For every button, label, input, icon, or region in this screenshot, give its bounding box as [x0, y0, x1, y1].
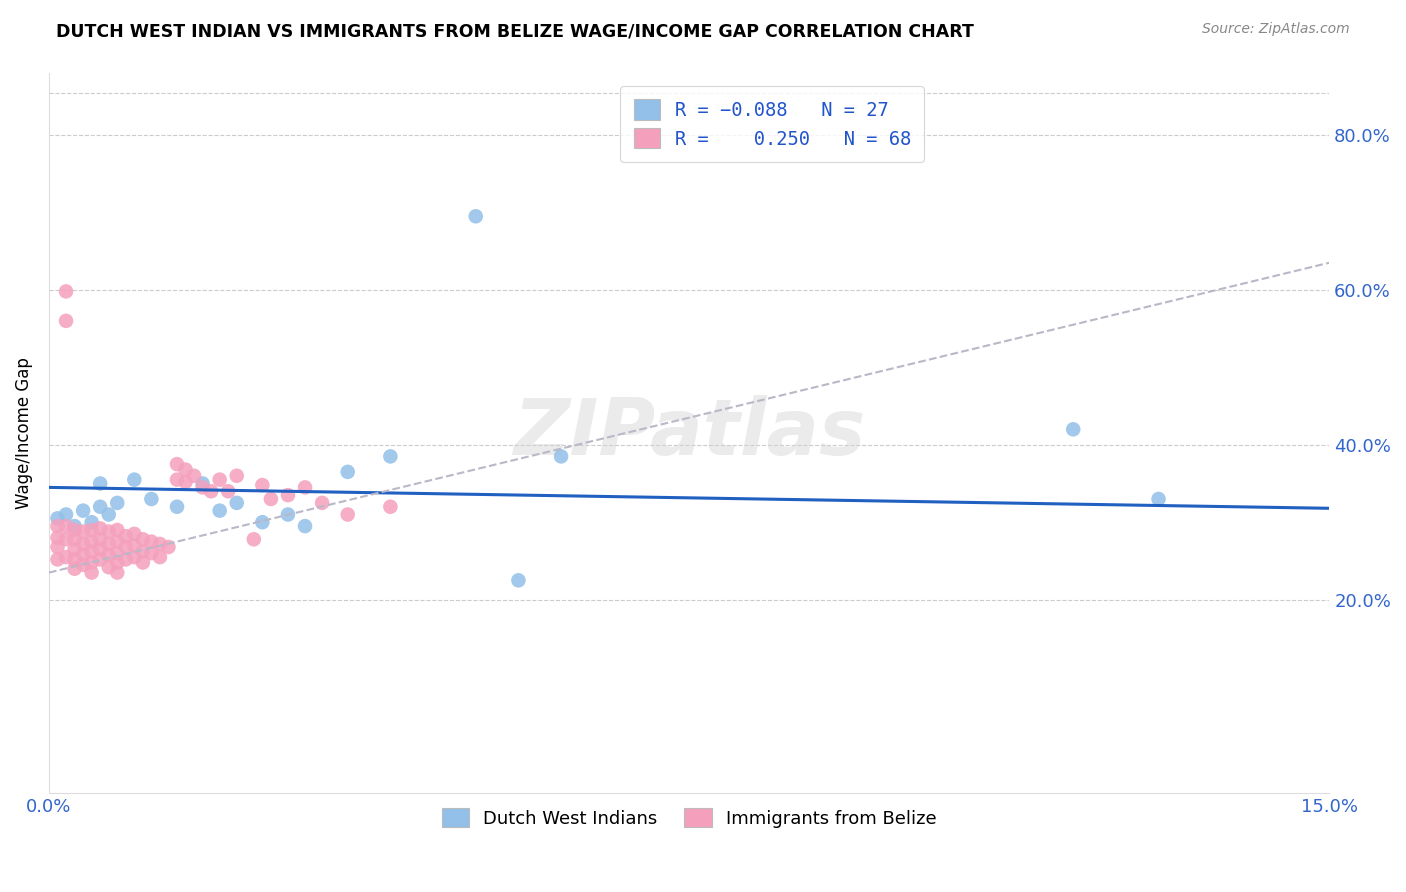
Text: DUTCH WEST INDIAN VS IMMIGRANTS FROM BELIZE WAGE/INCOME GAP CORRELATION CHART: DUTCH WEST INDIAN VS IMMIGRANTS FROM BEL…: [56, 22, 974, 40]
Point: [46, 511, 69, 525]
Point: [63, 519, 86, 533]
Point: [166, 473, 188, 487]
Point: [132, 544, 155, 558]
Point: [1147, 491, 1170, 506]
Point: [89, 500, 111, 514]
Point: [166, 457, 188, 471]
Point: [72, 558, 94, 572]
Point: [55, 533, 77, 547]
Point: [46, 540, 69, 554]
Point: [157, 540, 180, 554]
Point: [80, 523, 103, 537]
Point: [55, 285, 77, 299]
Point: [46, 531, 69, 545]
Point: [80, 566, 103, 580]
Point: [63, 523, 86, 537]
Point: [80, 534, 103, 549]
Point: [46, 552, 69, 566]
Legend: Dutch West Indians, Immigrants from Belize: Dutch West Indians, Immigrants from Beli…: [434, 800, 943, 835]
Point: [105, 546, 128, 560]
Point: [105, 523, 128, 537]
Point: [63, 533, 86, 547]
Point: [294, 519, 316, 533]
Point: [252, 478, 274, 492]
Point: [124, 473, 146, 487]
Point: [63, 552, 86, 566]
Point: [72, 503, 94, 517]
Point: [89, 542, 111, 557]
Point: [124, 526, 146, 541]
Point: [183, 468, 205, 483]
Text: ZIPatlas: ZIPatlas: [513, 395, 865, 471]
Point: [260, 491, 283, 506]
Point: [191, 476, 214, 491]
Point: [97, 524, 120, 539]
Point: [174, 462, 197, 476]
Point: [217, 484, 239, 499]
Point: [277, 488, 299, 502]
Point: [114, 552, 136, 566]
Point: [550, 450, 572, 464]
Point: [380, 500, 402, 514]
Point: [55, 314, 77, 328]
Point: [380, 450, 402, 464]
Point: [464, 209, 486, 223]
Point: [97, 537, 120, 551]
Point: [200, 484, 222, 499]
Point: [141, 546, 163, 560]
Point: [55, 519, 77, 533]
Point: [105, 556, 128, 570]
Point: [124, 539, 146, 553]
Point: [80, 556, 103, 570]
Point: [508, 574, 530, 588]
Point: [166, 500, 188, 514]
Point: [105, 566, 128, 580]
Point: [72, 537, 94, 551]
Point: [141, 534, 163, 549]
Point: [336, 508, 359, 522]
Point: [174, 475, 197, 489]
Point: [89, 533, 111, 547]
Point: [63, 542, 86, 557]
Point: [97, 560, 120, 574]
Point: [149, 537, 172, 551]
Point: [63, 562, 86, 576]
Point: [149, 550, 172, 565]
Point: [114, 540, 136, 554]
Point: [294, 480, 316, 494]
Point: [114, 529, 136, 543]
Point: [124, 550, 146, 565]
Point: [105, 534, 128, 549]
Point: [89, 552, 111, 566]
Point: [89, 476, 111, 491]
Point: [225, 468, 247, 483]
Point: [46, 519, 69, 533]
Point: [80, 544, 103, 558]
Point: [97, 548, 120, 562]
Point: [336, 465, 359, 479]
Point: [97, 508, 120, 522]
Point: [311, 496, 333, 510]
Point: [132, 556, 155, 570]
Point: [243, 533, 266, 547]
Point: [72, 548, 94, 562]
Point: [225, 496, 247, 510]
Point: [208, 473, 231, 487]
Text: Source: ZipAtlas.com: Source: ZipAtlas.com: [1202, 22, 1350, 37]
Point: [191, 480, 214, 494]
Point: [89, 521, 111, 535]
Point: [72, 524, 94, 539]
Point: [141, 491, 163, 506]
Point: [132, 533, 155, 547]
Point: [208, 503, 231, 517]
Point: [55, 508, 77, 522]
Point: [1062, 422, 1084, 436]
Point: [55, 550, 77, 565]
Point: [252, 515, 274, 529]
Y-axis label: Wage/Income Gap: Wage/Income Gap: [15, 357, 32, 509]
Point: [80, 515, 103, 529]
Point: [105, 496, 128, 510]
Point: [277, 508, 299, 522]
